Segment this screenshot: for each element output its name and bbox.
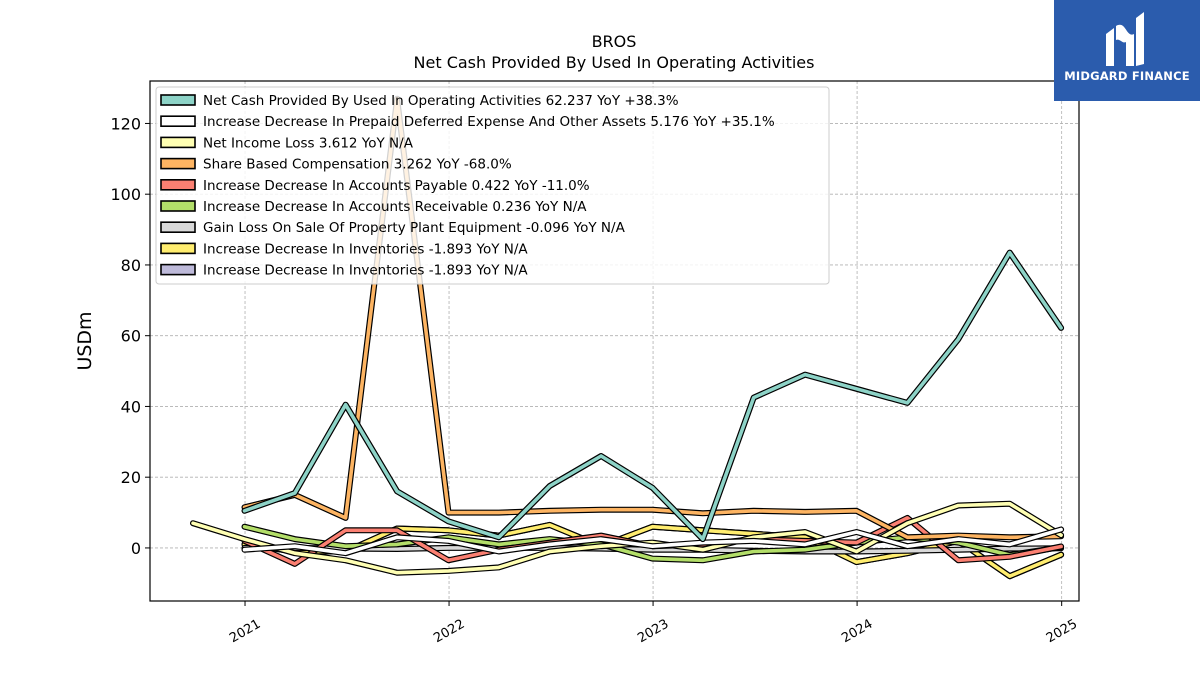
x-tick-label: 2021 — [227, 617, 263, 647]
series-line — [242, 250, 1063, 541]
legend-label: Share Based Compensation 3.262 YoY -68.0… — [203, 157, 512, 173]
legend-item: Increase Decrease In Accounts Payable 0.… — [160, 178, 590, 194]
legend-swatch — [160, 136, 196, 149]
y-tick-label: 100 — [110, 185, 141, 204]
x-tick-label: 2025 — [1044, 617, 1080, 647]
legend-label: Gain Loss On Sale Of Property Plant Equi… — [203, 220, 626, 236]
legend-item: Gain Loss On Sale Of Property Plant Equi… — [160, 220, 626, 236]
y-tick-label: 0 — [131, 539, 141, 558]
legend-swatch — [160, 242, 196, 255]
legend-label: Net Cash Provided By Used In Operating A… — [203, 93, 679, 109]
legend-label: Increase Decrease In Inventories -1.893 … — [203, 263, 528, 279]
chart-title: BROS — [592, 32, 637, 51]
legend-label: Net Income Loss 3.612 YoY N/A — [203, 135, 414, 151]
plot-frame — [149, 80, 1080, 602]
x-tick-label: 2022 — [431, 617, 467, 647]
brand-logo: MIDGARD FINANCE — [1054, 0, 1200, 101]
legend-swatch — [160, 179, 196, 191]
legend-box — [155, 86, 830, 285]
legend-item: Net Cash Provided By Used In Operating A… — [160, 93, 679, 109]
x-axis: 2021 2022 2023 2024 2025 — [227, 601, 1080, 646]
series-line — [242, 527, 1063, 555]
legend-item: Increase Decrease In Prepaid Deferred Ex… — [160, 114, 775, 130]
y-tick-label: 80 — [121, 256, 141, 275]
midgard-logo-icon — [1106, 12, 1144, 66]
series-line — [242, 546, 1063, 554]
legend-label: Increase Decrease In Prepaid Deferred Ex… — [203, 114, 775, 130]
legend-item: Increase Decrease In Accounts Receivable… — [160, 199, 587, 215]
legend-swatch — [160, 200, 196, 212]
legend-label: Increase Decrease In Accounts Receivable… — [203, 199, 587, 215]
y-tick-label: 60 — [121, 327, 141, 346]
legend-swatch — [160, 263, 196, 276]
legend-item: Share Based Compensation 3.262 YoY -68.0… — [160, 157, 512, 173]
legend-item: Increase Decrease In Inventories -1.893 … — [160, 263, 528, 279]
y-tick-label: 120 — [110, 114, 141, 133]
legend-swatch — [160, 115, 196, 127]
series-6 — [241, 544, 1065, 555]
x-tick-label: 2024 — [839, 617, 875, 647]
series-1 — [241, 526, 1065, 557]
legend-swatch — [160, 94, 196, 106]
x-tick-label: 2023 — [635, 617, 671, 647]
chart-subtitle: Net Cash Provided By Used In Operating A… — [414, 53, 815, 72]
y-tick-label: 40 — [121, 397, 141, 416]
legend-item: Net Income Loss 3.612 YoY N/A — [160, 135, 414, 151]
legend-item: Increase Decrease In Inventories -1.893 … — [160, 241, 528, 257]
legend: Net Cash Provided By Used In Operating A… — [155, 86, 830, 285]
legend-swatch — [160, 221, 196, 233]
series-0 — [241, 249, 1065, 543]
y-axis: 0 20 40 60 80 100 120 — [110, 114, 150, 558]
legend-label: Increase Decrease In Inventories -1.893 … — [203, 241, 528, 257]
y-tick-label: 20 — [121, 468, 141, 487]
legend-swatch — [160, 157, 196, 170]
brand-name: MIDGARD FINANCE — [1064, 69, 1190, 83]
legend-label: Increase Decrease In Accounts Payable 0.… — [203, 178, 590, 194]
y-axis-label: USDm — [74, 311, 96, 370]
